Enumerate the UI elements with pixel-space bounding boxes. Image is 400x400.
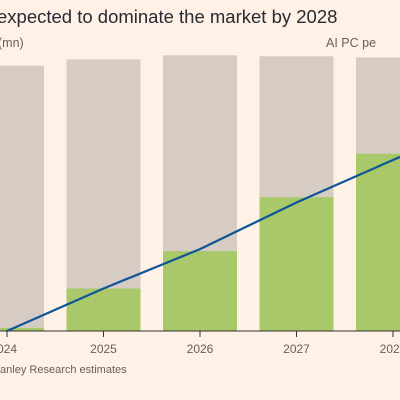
ai-bar-2025 (66, 288, 141, 331)
ai-bar-2024 (0, 327, 44, 331)
ai-bar-2028 (356, 153, 400, 331)
ai-bars-group (0, 153, 400, 331)
total-bar-2025 (66, 59, 141, 331)
source-note: tanley Research estimates (0, 364, 127, 376)
x-tick-label-2028: 2028 (380, 342, 400, 356)
x-tick-label-2026: 2026 (187, 342, 214, 356)
legend-line-label: AI PC pe (326, 36, 377, 50)
total-bars-group (0, 55, 400, 332)
total-bar-2024 (0, 65, 44, 331)
x-axis-tick-labels: 024 2025 2026 2027 2028 (0, 342, 400, 356)
x-tick-label-2025: 2025 (90, 342, 117, 356)
chart-title: expected to dominate the market by 2028 (0, 6, 338, 27)
ai-bar-2027 (259, 197, 334, 331)
x-tick-label-2027: 2027 (283, 342, 310, 356)
ai-bar-2026 (163, 251, 237, 331)
y-axis-label: (mn) (0, 36, 24, 50)
ai-share-line (6, 155, 400, 333)
x-tick-label-2024: 024 (0, 342, 17, 356)
x-axis-ticks (6, 331, 394, 337)
